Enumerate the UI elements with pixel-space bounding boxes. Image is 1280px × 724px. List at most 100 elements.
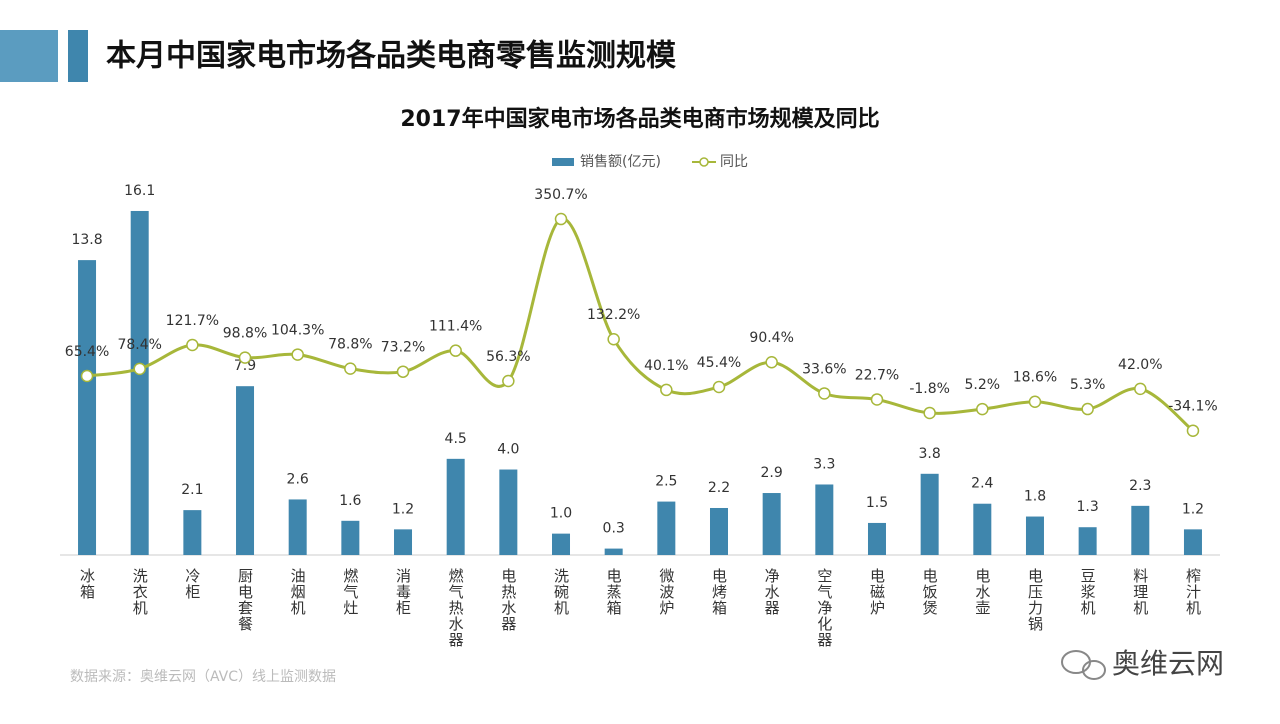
line-marker (80, 369, 94, 383)
line-marker (712, 380, 726, 394)
legend-label: 销售额(亿元) (580, 154, 661, 170)
header-bar (68, 30, 88, 82)
x-tick-label: 油烟机 (289, 568, 307, 616)
line-label: 132.2% (587, 307, 640, 323)
line-marker (818, 387, 831, 400)
x-tick-label: 电水壶 (973, 568, 991, 616)
legend-label: 同比 (720, 154, 748, 170)
bar (288, 499, 307, 555)
bar (973, 503, 992, 555)
line-marker (765, 355, 778, 369)
line-label: 56.3% (486, 349, 530, 365)
bar-label: 3.3 (813, 456, 835, 472)
x-tick-label: 微波炉 (657, 568, 675, 616)
watermark: 奥维云网 (1112, 647, 1224, 680)
x-tick-label: 冰箱 (78, 568, 96, 600)
line-marker (449, 344, 462, 357)
line-label: 111.4% (429, 319, 482, 335)
bar (1131, 505, 1150, 555)
bar-label: 1.2 (1182, 501, 1204, 517)
bar (552, 533, 571, 555)
x-tick-label: 电饭煲 (921, 568, 939, 616)
x-tick-label: 燃气灶 (341, 567, 359, 616)
bar (499, 469, 518, 555)
bar (657, 501, 676, 555)
bar (604, 548, 623, 555)
bar-label: 2.5 (655, 474, 677, 490)
bar (762, 493, 781, 555)
line-marker (396, 365, 410, 378)
x-tick-label: 燃气热水器 (447, 567, 465, 648)
line-label: -34.1% (1168, 399, 1218, 415)
line-label: 98.8% (223, 326, 267, 342)
line-marker (502, 374, 515, 388)
bar (1025, 516, 1044, 555)
x-tick-label: 电热水器 (499, 568, 517, 632)
bar-label: 7.9 (234, 358, 256, 374)
bar (709, 507, 728, 555)
bar (130, 210, 149, 555)
bar-label: 1.0 (550, 506, 572, 522)
line-label: 90.4% (749, 330, 793, 346)
bar-label: 2.2 (708, 480, 730, 496)
line-marker (291, 348, 304, 361)
x-tick-label: 电压力锅 (1026, 568, 1044, 632)
line-label: 104.3% (271, 323, 324, 339)
line-label: 78.4% (117, 337, 161, 353)
watermark-icon (1061, 650, 1106, 680)
line-label: 33.6% (802, 361, 846, 377)
bar (236, 386, 255, 555)
line-marker (607, 332, 620, 346)
line-label: 5.3% (1070, 377, 1106, 393)
bar-label: 4.5 (445, 431, 467, 447)
x-tick-label: 榨汁机 (1184, 567, 1202, 616)
line-marker (1186, 424, 1200, 437)
line-label: 22.7% (855, 367, 899, 383)
x-tick-label: 电蒸箱 (605, 568, 623, 616)
x-tick-label: 豆浆机 (1079, 568, 1097, 616)
bar (394, 529, 413, 555)
line-marker (344, 362, 357, 375)
line-marker (1028, 395, 1042, 408)
x-tick-label: 净水器 (763, 568, 781, 616)
bar (920, 473, 939, 555)
bar (815, 484, 834, 555)
page-title: 本月中国家电市场各品类电商零售监测规模 (106, 39, 676, 74)
bar-label: 16.1 (124, 183, 155, 199)
bar-label: 4.0 (497, 442, 519, 458)
line-label: 42.0% (1118, 357, 1162, 373)
x-tick-label: 料理机 (1131, 568, 1149, 616)
x-tick-label: 冷柜 (183, 568, 201, 600)
line-label: 73.2% (381, 340, 425, 356)
line-label: 45.4% (697, 355, 741, 371)
line-label: 121.7% (166, 313, 219, 329)
line-marker (238, 351, 252, 364)
line-label: 40.1% (644, 358, 688, 374)
bar (341, 520, 360, 555)
line-label: -1.8% (909, 381, 950, 397)
chart-title: 2017年中国家电市场各品类电商市场规模及同比 (400, 106, 879, 132)
line-marker (186, 338, 199, 352)
line-marker (870, 393, 884, 406)
x-tick-label: 厨电套餐 (236, 568, 254, 632)
bar (867, 522, 886, 555)
legend-swatch (552, 158, 574, 166)
header-block (0, 30, 58, 82)
line-label: 78.8% (328, 337, 372, 353)
bar (446, 458, 465, 555)
bar (183, 510, 202, 555)
line-marker (554, 212, 568, 226)
bar-label: 1.3 (1077, 499, 1099, 515)
line-marker (660, 383, 673, 397)
x-tick-label: 消毒柜 (394, 568, 412, 616)
source: 数据来源：奥维云网（AVC）线上监测数据 (70, 668, 336, 685)
bar-label: 2.3 (1129, 478, 1151, 494)
line-marker (1081, 402, 1094, 416)
bar-label: 0.3 (603, 521, 625, 537)
x-tick-label: 洗衣机 (131, 568, 149, 616)
x-tick-label: 电烤箱 (710, 568, 728, 616)
legend-swatch (699, 157, 709, 167)
x-tick-label: 电磁炉 (868, 568, 886, 616)
bar-label: 13.8 (71, 232, 102, 248)
